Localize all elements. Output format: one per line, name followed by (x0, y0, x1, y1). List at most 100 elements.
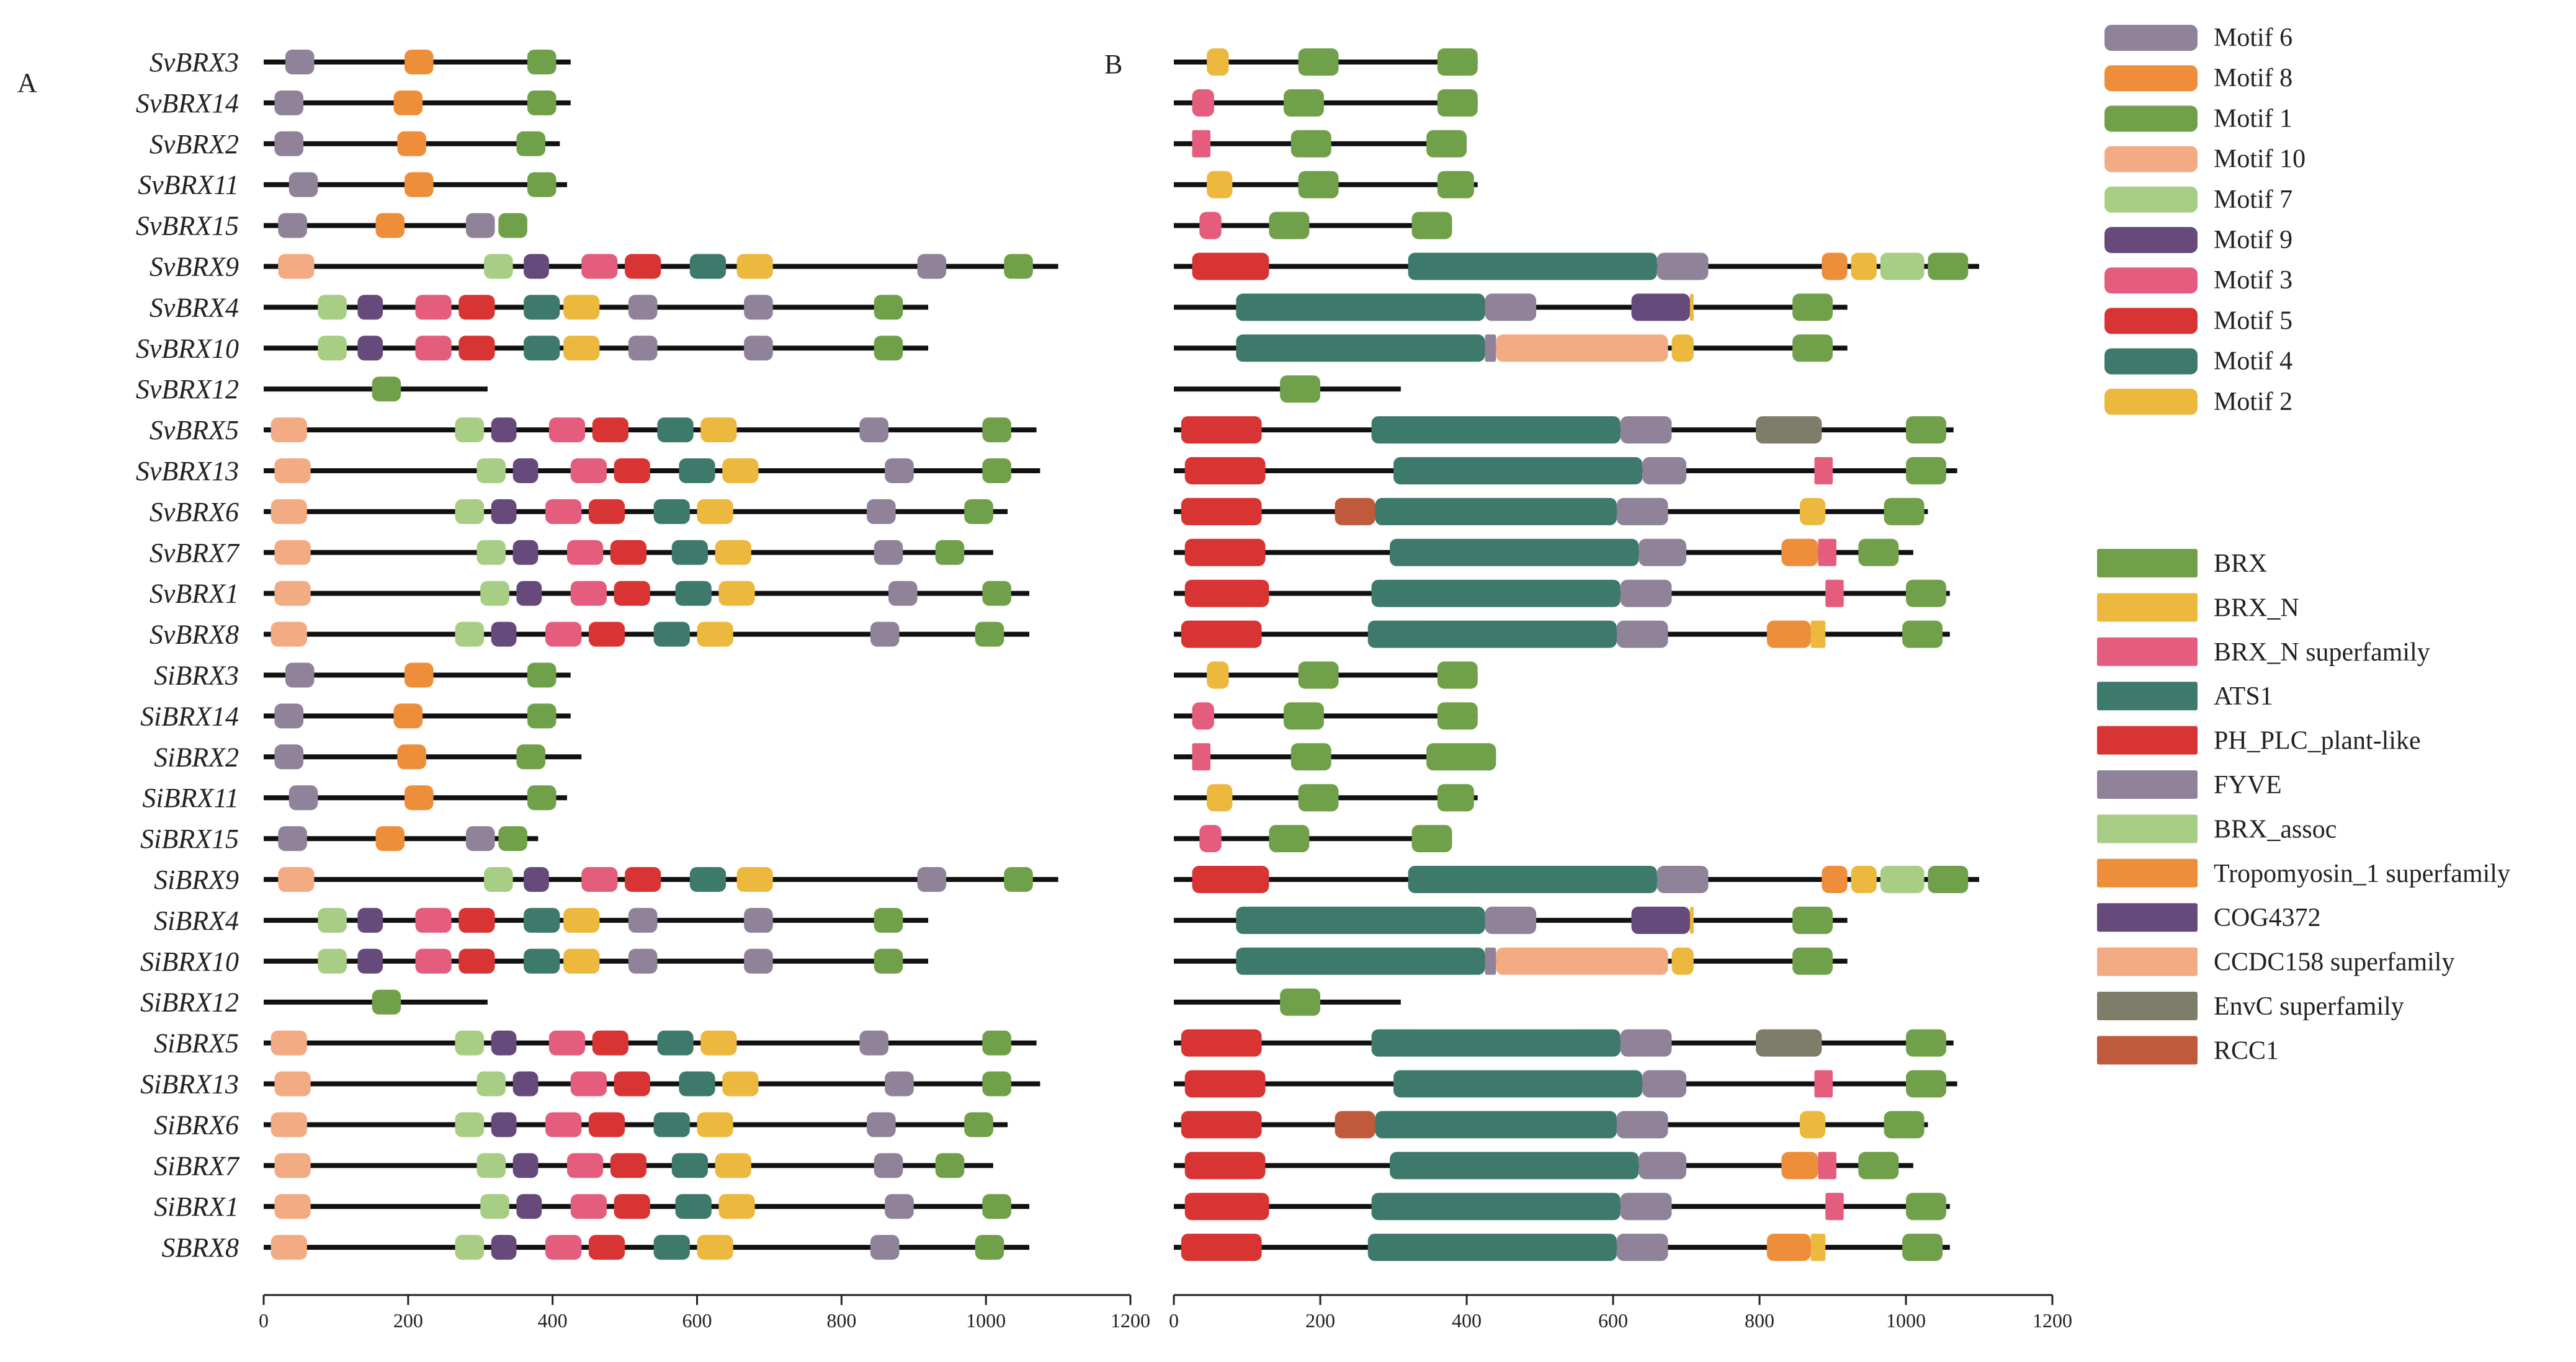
legend-swatch-brx-n-superfamily (2097, 637, 2198, 666)
axis-tick-label: 400 (1452, 1309, 1482, 1332)
domain-box-ph-plc-plant-like (1181, 416, 1262, 444)
domain-box-brx-n-superfamily (1814, 457, 1833, 484)
motif-box-motif-9 (524, 867, 549, 892)
motif-box-motif-3 (570, 1194, 607, 1219)
legend-swatch-brx-n (2097, 593, 2198, 622)
motif-box-motif-6 (274, 703, 304, 729)
motif-box-motif-2 (697, 621, 733, 647)
motif-box-motif-1 (982, 1030, 1011, 1056)
motif-box-motif-1 (982, 581, 1011, 606)
motif-box-motif-10 (271, 1030, 307, 1056)
domain-box-brx (1298, 784, 1339, 812)
domain-box-ph-plc-plant-like (1181, 1111, 1262, 1139)
motif-box-motif-6 (465, 213, 495, 238)
axis-tick-label: 600 (1598, 1309, 1628, 1332)
motif-box-motif-8 (375, 213, 405, 238)
motif-box-motif-3 (545, 1235, 582, 1260)
motif-box-motif-6 (867, 1112, 896, 1137)
motif-box-motif-6 (285, 662, 315, 688)
motif-box-motif-2 (697, 1112, 733, 1137)
legend-label-brx-n-superfamily: BRX_N superfamily (2214, 638, 2430, 667)
motif-box-motif-5 (458, 295, 495, 320)
domain-box-brx-n (1810, 1234, 1826, 1262)
legend-label-motif-7: Motif 7 (2214, 185, 2292, 214)
motif-box-motif-7 (318, 336, 347, 361)
domain-box-ats1 (1375, 1111, 1617, 1139)
motif-box-motif-6 (874, 1153, 903, 1178)
motif-box-motif-1 (874, 336, 903, 361)
motif-box-motif-3 (548, 417, 586, 443)
motif-box-motif-2 (715, 540, 751, 565)
motif-box-motif-9 (516, 1194, 542, 1219)
motif-box-motif-6 (885, 1071, 914, 1097)
motif-box-motif-5 (625, 867, 661, 892)
motif-box-motif-5 (614, 1071, 650, 1097)
motif-box-motif-4 (657, 1030, 694, 1056)
domain-box-envc-superfamily (1756, 1029, 1822, 1057)
domain-box-brx (1269, 825, 1310, 853)
legend-swatch-motif-9 (2104, 227, 2198, 253)
domain-box-fyve (1639, 538, 1686, 566)
motif-box-motif-1 (982, 458, 1011, 483)
domain-box-fyve (1616, 620, 1668, 648)
domain-box-ccdc158-superfamily (1496, 334, 1668, 362)
domain-box-brx (1411, 825, 1452, 853)
legend-swatch-motif-4 (2104, 348, 2198, 375)
motif-box-motif-5 (614, 1194, 650, 1219)
motif-box-motif-1 (982, 1071, 1011, 1097)
domain-box-ats1 (1367, 1234, 1617, 1262)
motif-box-motif-10 (278, 867, 315, 892)
gene-label-sibrx2: SiBRX2 (154, 742, 239, 772)
motif-box-motif-6 (859, 1030, 889, 1056)
motif-box-motif-7 (318, 948, 347, 974)
domain-box-brx (1906, 416, 1946, 444)
domain-box-brx-n (1207, 171, 1233, 198)
motif-box-motif-5 (614, 458, 650, 483)
domain-box-brx-n (1851, 252, 1877, 280)
domain-box-ats1 (1236, 293, 1485, 321)
motif-box-motif-8 (397, 131, 426, 156)
legend-swatch-motif-2 (2104, 388, 2198, 415)
legend-label-brx: BRX (2214, 550, 2267, 578)
motif-box-motif-2 (697, 1235, 733, 1260)
domain-box-rcc1 (1335, 497, 1375, 525)
motif-box-motif-7 (484, 867, 513, 892)
motif-box-motif-9 (357, 907, 383, 933)
motif-box-motif-2 (697, 499, 733, 524)
domain-box-ats1 (1371, 1029, 1621, 1057)
motif-box-motif-5 (458, 907, 495, 933)
legend-label-ph-plc-plant-like: PH_PLC_plant-like (2214, 727, 2421, 755)
motif-box-motif-10 (274, 1153, 311, 1178)
motif-box-motif-1 (874, 907, 903, 933)
domain-box-ats1 (1371, 1193, 1621, 1221)
motif-box-motif-10 (278, 254, 315, 279)
domain-box-ats1 (1390, 1152, 1639, 1180)
motif-box-motif-5 (625, 254, 661, 279)
domain-box-brx-n-superfamily (1825, 1193, 1844, 1221)
domain-box-brx (1426, 743, 1496, 771)
domain-box-brx-n-superfamily (1814, 1070, 1833, 1098)
axis-tick-label: 800 (826, 1309, 856, 1332)
motif-legend: Motif 6 Motif 8 Motif 1 Motif 10 Motif 7 Moti… (2104, 24, 2305, 416)
legend-swatch-ph-plc-plant-like (2097, 726, 2198, 755)
motif-box-motif-10 (274, 540, 311, 565)
domain-box-brx (1284, 89, 1324, 117)
axis-tick-label: 1000 (966, 1309, 1006, 1332)
domain-box-brx (1902, 620, 1943, 648)
motif-box-motif-9 (491, 1235, 517, 1260)
motif-box-motif-6 (917, 867, 947, 892)
domain-box-brx (1792, 906, 1833, 934)
domain-box-brx (1884, 497, 1925, 525)
gene-label-svbrx12: SvBRX12 (136, 374, 239, 404)
motif-box-motif-5 (588, 1235, 625, 1260)
motif-box-motif-5 (588, 499, 625, 524)
gene-label-svbrx3: SvBRX3 (150, 47, 239, 78)
motif-box-motif-6 (628, 907, 658, 933)
motif-box-motif-10 (274, 1071, 311, 1097)
gene-label-svbrx14: SvBRX14 (136, 88, 239, 118)
motif-box-motif-4 (679, 458, 715, 483)
domain-box-rcc1 (1335, 1111, 1375, 1139)
motif-box-motif-5 (610, 1153, 647, 1178)
motif-box-motif-7 (484, 254, 513, 279)
legend-swatch-tropomyosin-1-superfamily (2097, 858, 2198, 888)
